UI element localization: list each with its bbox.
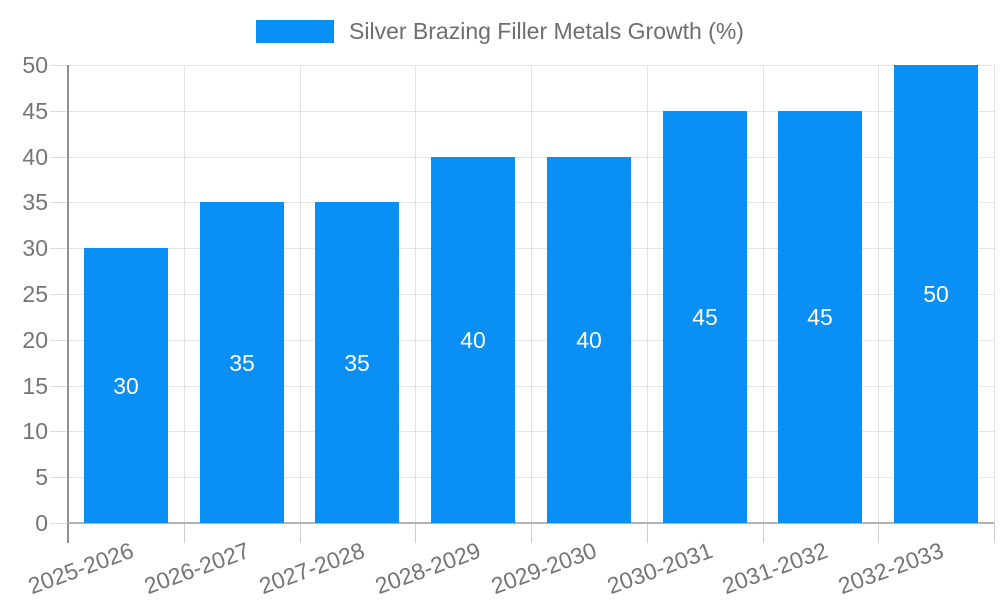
y-axis-label: 35 bbox=[22, 189, 48, 215]
y-axis-label: 25 bbox=[22, 281, 48, 307]
x-axis-tick bbox=[763, 523, 764, 543]
gridline-vertical bbox=[763, 65, 764, 523]
x-axis-label: 2027-2028 bbox=[256, 537, 369, 600]
bar-value-label: 45 bbox=[807, 304, 833, 330]
x-axis-tick bbox=[415, 523, 416, 543]
y-axis-label: 5 bbox=[35, 464, 48, 490]
y-axis-label: 20 bbox=[22, 327, 48, 353]
x-axis-label: 2028-2029 bbox=[371, 537, 485, 600]
bar-value-label: 40 bbox=[460, 327, 486, 353]
bar[interactable] bbox=[431, 157, 515, 523]
gridline-vertical bbox=[994, 65, 995, 523]
y-axis-tick bbox=[50, 65, 68, 66]
y-axis-tick bbox=[50, 477, 68, 478]
bar[interactable] bbox=[663, 111, 747, 523]
bar-value-label: 30 bbox=[113, 373, 139, 399]
x-axis-tick bbox=[300, 523, 301, 543]
bar[interactable] bbox=[200, 202, 284, 523]
y-axis-tick bbox=[50, 248, 68, 249]
bar[interactable] bbox=[84, 248, 168, 523]
bar[interactable] bbox=[547, 157, 631, 523]
y-axis-label: 15 bbox=[22, 373, 48, 399]
gridline-vertical bbox=[878, 65, 879, 523]
y-axis-tick bbox=[50, 386, 68, 387]
x-axis-tick bbox=[184, 523, 185, 543]
x-axis-label: 2030-2031 bbox=[603, 537, 716, 600]
y-axis-line bbox=[67, 65, 69, 543]
x-axis-label: 2032-2033 bbox=[834, 537, 948, 600]
y-axis-tick bbox=[50, 111, 68, 112]
x-axis-line bbox=[68, 522, 994, 524]
x-axis-tick bbox=[531, 523, 532, 543]
y-axis-label: 30 bbox=[22, 235, 48, 261]
y-axis-label: 45 bbox=[22, 98, 48, 124]
bar[interactable] bbox=[894, 65, 978, 523]
bar-value-label: 45 bbox=[692, 304, 718, 330]
bar[interactable] bbox=[315, 202, 399, 523]
bar-value-label: 40 bbox=[576, 327, 602, 353]
legend-label: Silver Brazing Filler Metals Growth (%) bbox=[349, 18, 744, 44]
x-axis-label: 2025-2026 bbox=[24, 537, 137, 600]
x-axis-label: 2029-2030 bbox=[487, 537, 600, 600]
bar-value-label: 50 bbox=[923, 281, 949, 307]
gridline-vertical bbox=[415, 65, 416, 523]
gridline-vertical bbox=[647, 65, 648, 523]
y-axis-tick bbox=[50, 523, 68, 524]
y-axis-label: 10 bbox=[22, 418, 48, 444]
y-axis-label: 40 bbox=[22, 144, 48, 170]
bar-value-label: 35 bbox=[229, 350, 255, 376]
y-axis-tick bbox=[50, 431, 68, 432]
gridline-vertical bbox=[184, 65, 185, 523]
gridline-vertical bbox=[300, 65, 301, 523]
bar-value-label: 35 bbox=[344, 350, 370, 376]
bar[interactable] bbox=[778, 111, 862, 523]
x-axis-label: 2026-2027 bbox=[140, 537, 253, 600]
y-axis-label: 50 bbox=[22, 52, 48, 78]
x-axis-tick bbox=[878, 523, 879, 543]
y-axis-tick bbox=[50, 202, 68, 203]
gridline-vertical bbox=[531, 65, 532, 523]
y-axis-tick bbox=[50, 294, 68, 295]
chart-legend: Silver Brazing Filler Metals Growth (%) bbox=[0, 18, 1000, 45]
x-axis-tick bbox=[647, 523, 648, 543]
x-axis-label: 2031-2032 bbox=[719, 537, 832, 600]
y-axis-tick bbox=[50, 157, 68, 158]
y-axis-label: 0 bbox=[35, 510, 48, 536]
y-axis-tick bbox=[50, 340, 68, 341]
legend-swatch-icon bbox=[256, 20, 335, 43]
x-axis-tick bbox=[994, 523, 995, 543]
